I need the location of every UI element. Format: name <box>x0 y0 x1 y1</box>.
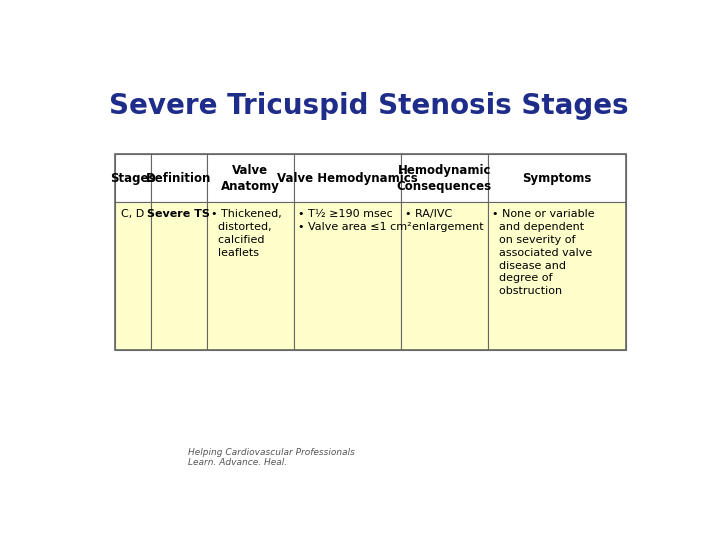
Text: • T½ ≥190 msec
• Valve area ≤1 cm²: • T½ ≥190 msec • Valve area ≤1 cm² <box>298 210 412 232</box>
Text: Definition: Definition <box>146 172 212 185</box>
Text: Stages: Stages <box>110 172 156 185</box>
Text: Helping Cardiovascular Professionals
Learn. Advance. Heal.: Helping Cardiovascular Professionals Lea… <box>188 448 354 468</box>
Bar <box>151 154 207 202</box>
Text: • Thickened,
  distorted,
  calcified
  leaflets: • Thickened, distorted, calcified leafle… <box>212 210 282 258</box>
Text: Symptoms: Symptoms <box>522 172 591 185</box>
Bar <box>401 202 488 349</box>
Text: • RA/IVC
  enlargement: • RA/IVC enlargement <box>405 210 484 232</box>
Text: Severe TS: Severe TS <box>148 210 210 219</box>
Bar <box>151 202 207 349</box>
Text: Hemodynamic
Consequences: Hemodynamic Consequences <box>397 164 492 193</box>
Bar <box>294 202 401 349</box>
Bar <box>401 154 488 202</box>
Bar <box>115 154 151 202</box>
Text: Severe Tricuspid Stenosis Stages: Severe Tricuspid Stenosis Stages <box>109 92 629 120</box>
Text: C, D: C, D <box>122 210 145 219</box>
Text: Valve Hemodynamics: Valve Hemodynamics <box>277 172 418 185</box>
Bar <box>115 154 626 349</box>
Bar <box>207 154 294 202</box>
Bar <box>294 154 401 202</box>
Bar <box>488 202 626 349</box>
Bar <box>115 202 151 349</box>
Text: Valve
Anatomy: Valve Anatomy <box>221 164 280 193</box>
Text: • None or variable
  and dependent
  on severity of
  associated valve
  disease: • None or variable and dependent on seve… <box>492 210 595 296</box>
Bar <box>207 202 294 349</box>
Bar <box>488 154 626 202</box>
